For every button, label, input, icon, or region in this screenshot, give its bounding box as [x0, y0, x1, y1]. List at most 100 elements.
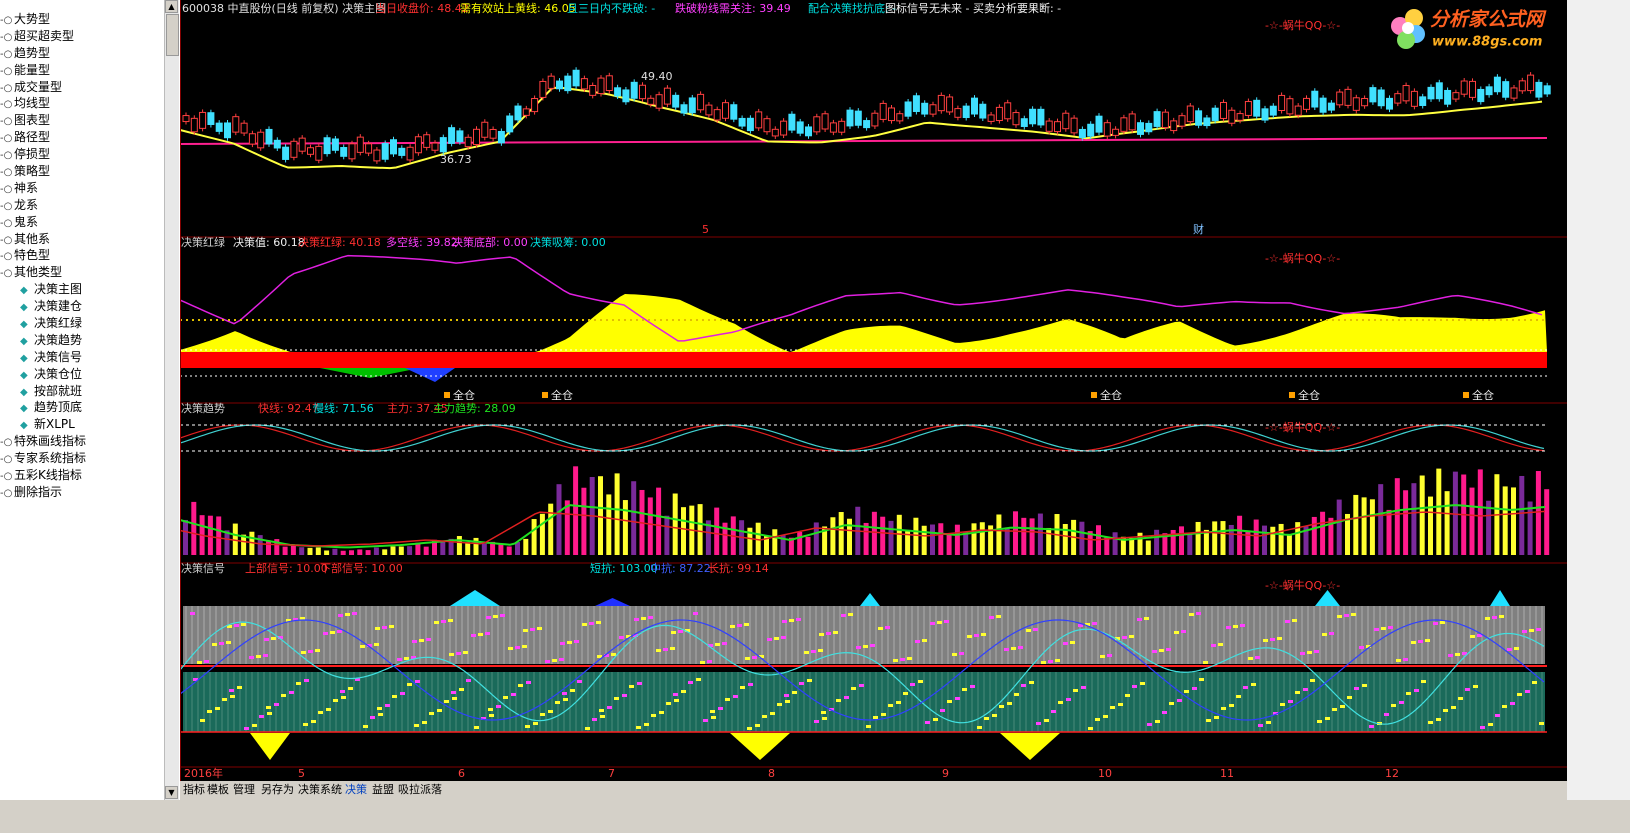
tree-item[interactable]: ◆ 新XLPL — [0, 416, 164, 433]
candle-body — [1062, 112, 1070, 130]
tab[interactable]: 益盟 — [372, 782, 394, 796]
tree-item[interactable]: -○ 能量型 — [0, 62, 164, 79]
signal-dot — [1455, 653, 1460, 656]
tree-item[interactable]: -○ 成交量型 — [0, 79, 164, 96]
tab[interactable]: 管理 — [233, 782, 255, 796]
tree-label: 决策主图 — [34, 282, 83, 297]
tree-item[interactable]: -○ 其他类型 — [0, 264, 164, 281]
candle-body — [1054, 121, 1061, 133]
volume-bar — [357, 549, 363, 555]
candle-body — [647, 97, 655, 105]
tree-item[interactable]: -○ 其他系 — [0, 231, 164, 248]
tree-item[interactable]: ◆ 决策主图 — [0, 281, 164, 298]
tab[interactable]: 指标 — [183, 782, 205, 796]
tree-item[interactable]: ◆ 决策红绿 — [0, 315, 164, 332]
signal-dot — [237, 686, 242, 689]
candle-body — [1361, 97, 1369, 107]
candle-body — [506, 115, 514, 133]
volume-bar — [847, 518, 852, 555]
signal-dot — [1465, 688, 1470, 691]
candle-body — [1394, 93, 1402, 104]
scrollbar[interactable]: ▲ ▼ — [164, 0, 179, 800]
field: 慢线: 71.56 — [313, 401, 374, 415]
candle-body — [1369, 87, 1377, 103]
signal-dot — [193, 678, 198, 681]
candle-body — [746, 117, 754, 132]
signal-dot — [400, 692, 405, 695]
watermarks: -☆-蜗牛QQ-☆- -☆-蜗牛QQ-☆- -☆-蜗牛QQ-☆- -☆-蜗牛QQ… — [1265, 18, 1340, 592]
candle-body — [805, 126, 812, 137]
indicator-tree: -○ 大势型 -○ 超买超卖型 -○ 趋势型 -○ 能量型 -○ 成交量型 -○ 均线型 -○ 图表型 -○… — [0, 11, 164, 501]
signal-dot — [970, 685, 975, 688]
tree-item[interactable]: -○ 鬼系 — [0, 214, 164, 231]
tree-item[interactable]: -○ 特殊画线指标 — [0, 433, 164, 450]
volume-bar — [946, 533, 952, 555]
tree-item[interactable]: -○ 五彩K线指标 — [0, 467, 164, 484]
signal-dot — [893, 659, 898, 662]
tree-item[interactable]: ◆ 决策建仓 — [0, 298, 164, 315]
tree-item[interactable]: -○ 超买超卖型 — [0, 28, 164, 45]
signal-dot — [1066, 698, 1071, 701]
tree-icon: ◆ — [20, 369, 28, 381]
tree-item[interactable]: -○ 神系 — [0, 180, 164, 197]
tab[interactable]: 另存为 — [261, 782, 294, 796]
candle-body — [979, 103, 987, 119]
volume-bar — [1527, 501, 1533, 555]
tree-item[interactable]: ◆ 决策仓位 — [0, 366, 164, 383]
signal-dot — [767, 638, 772, 641]
tree-item[interactable]: ◆ 决策趋势 — [0, 332, 164, 349]
volume-bar — [440, 541, 446, 555]
signal-dot — [493, 615, 498, 618]
field: 多空线: 39.82 — [386, 235, 458, 249]
tree-item[interactable]: -○ 龙系 — [0, 197, 164, 214]
signal-dot — [789, 619, 794, 622]
candle-body — [1211, 107, 1219, 122]
volume-bar — [996, 514, 1002, 555]
candle-body — [1344, 88, 1352, 106]
scroll-thumb[interactable] — [166, 14, 179, 56]
tab[interactable]: 决策系统 — [298, 782, 342, 796]
signal-dot — [326, 708, 331, 711]
signal-dot — [1018, 646, 1023, 649]
tree-item[interactable]: ◆ 趋势顶底 — [0, 399, 164, 416]
volume-bar — [299, 547, 305, 555]
volume-bar — [1469, 487, 1475, 555]
tree-item[interactable]: -○ 删除指示 — [0, 484, 164, 501]
candle-body — [232, 116, 240, 133]
signal-dot — [1103, 715, 1108, 718]
tree-item[interactable]: -○ 专家系统指标 — [0, 450, 164, 467]
volume-bar — [1228, 524, 1234, 555]
tree-item[interactable]: -○ 图表型 — [0, 112, 164, 129]
scroll-down[interactable]: ▼ — [165, 786, 178, 799]
tree-item[interactable]: -○ 路径型 — [0, 129, 164, 146]
tree-item[interactable]: -○ 趋势型 — [0, 45, 164, 62]
tree-item[interactable]: -○ 特色型 — [0, 247, 164, 264]
volume-bar — [1278, 523, 1284, 555]
candle-body — [763, 118, 771, 133]
scroll-up[interactable]: ▲ — [165, 0, 178, 13]
tree-item[interactable]: ◆ 决策信号 — [0, 349, 164, 366]
tree-item[interactable]: -○ 停损型 — [0, 146, 164, 163]
tree-item[interactable]: ◆ 按部就班 — [0, 383, 164, 400]
tree-item[interactable]: -○ 策略型 — [0, 163, 164, 180]
x-tick-label: 2016年 — [184, 766, 223, 780]
signal-dot — [1354, 687, 1359, 690]
signal-dot — [659, 711, 664, 714]
volume-bar — [1361, 497, 1367, 555]
volume-bar — [871, 511, 877, 555]
tab[interactable]: 决策 — [345, 782, 367, 796]
signal-dot — [1085, 623, 1090, 626]
tree-item[interactable]: -○ 大势型 — [0, 11, 164, 28]
price-label: 49.40 — [641, 70, 673, 83]
tab[interactable]: 吸拉派落 — [398, 782, 442, 796]
header-hold: 且三日内不跌破: - — [567, 1, 655, 15]
tree-icon: ◆ — [20, 403, 28, 415]
tree-item[interactable]: -○ 均线型 — [0, 95, 164, 112]
volume-bar — [772, 529, 778, 555]
candle-body — [1527, 74, 1535, 92]
tab[interactable]: 模板 — [207, 782, 229, 796]
green-line — [180, 504, 1546, 549]
candle-body — [1402, 85, 1410, 102]
signal-dot — [1421, 680, 1426, 683]
signal-dot — [678, 630, 683, 633]
